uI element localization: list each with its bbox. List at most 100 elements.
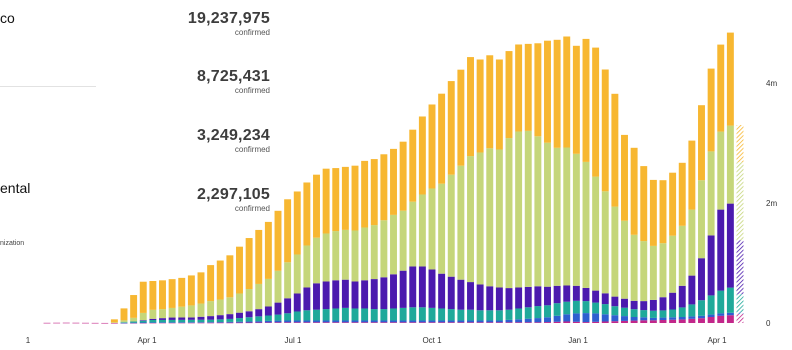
bar-segment: [707, 151, 715, 236]
bar-segment: [678, 162, 686, 226]
x-tick-label: Jul 1: [285, 336, 302, 345]
bar-segment: [418, 194, 426, 267]
bar-segment: [582, 313, 590, 323]
bar-segment: [255, 322, 263, 324]
bar-segment: [534, 136, 542, 287]
bar-segment: [544, 40, 551, 143]
bar-segment: [264, 320, 272, 323]
bar-segment: [515, 44, 523, 132]
bar-segment: [341, 320, 349, 323]
bar-segment: [476, 284, 484, 311]
bar-segment: [495, 149, 503, 288]
x-tick-label: 1: [26, 336, 31, 345]
bar-segment: [572, 45, 580, 154]
bar-segment: [544, 317, 551, 323]
bar-segment: [409, 320, 417, 323]
stat-value: 8,725,431: [197, 68, 270, 85]
bar-segment: [351, 320, 359, 323]
bar-segment: [515, 319, 523, 323]
bar-segment: [476, 310, 484, 321]
bar-segment: [717, 315, 725, 323]
bar-segment: [303, 322, 311, 323]
bar-segment: [524, 286, 532, 308]
bar-segment: [688, 209, 696, 276]
bar-segment: [418, 307, 426, 321]
bar-segment: [418, 266, 426, 308]
bar-segment: [467, 57, 474, 157]
bar-segment: [226, 255, 234, 298]
bar-segment: [438, 308, 446, 321]
bar-segment: [159, 319, 166, 323]
bar-segment: [390, 322, 397, 323]
bar-segment: [505, 309, 513, 320]
bar-segment: [264, 322, 272, 323]
bar-segment: [698, 105, 705, 181]
bar-segment: [582, 287, 590, 302]
bar-segment: [534, 43, 542, 137]
x-tick-label: Apr 1: [137, 336, 157, 345]
bar-segment: [678, 307, 686, 317]
bar-segment: [717, 313, 725, 316]
bar-segment: [659, 310, 667, 318]
bar-segment: [322, 233, 330, 282]
bar-segment: [226, 314, 234, 319]
bar-segment: [447, 276, 455, 310]
bar-segment: [207, 265, 215, 302]
bar-segment: [447, 309, 455, 321]
bar-segment: [380, 220, 388, 278]
bar-segment: [351, 230, 359, 282]
bar-segment: [553, 321, 561, 323]
bar-segment: [544, 142, 551, 287]
bar-segment: [216, 315, 224, 320]
bar-segment: [207, 322, 215, 323]
bar-segment: [640, 317, 648, 321]
bar-segment: [447, 320, 455, 323]
bar-segment: [322, 320, 330, 323]
bar-segment: [187, 319, 195, 323]
bar-segment: [130, 322, 138, 324]
bar-segment: [332, 231, 340, 281]
stat-block-1: 19,237,975 confirmed: [150, 10, 270, 37]
bar-segment: [688, 275, 696, 305]
bar-segment: [582, 38, 590, 162]
bar-segment: [736, 125, 744, 163]
bar-segment: [390, 308, 397, 321]
bar-segment: [553, 147, 561, 286]
bar-segment: [707, 68, 715, 152]
bar-segment: [159, 322, 166, 324]
bar-segment: [544, 305, 551, 318]
bar-segment: [726, 287, 734, 313]
bar-segment: [168, 307, 176, 318]
bar-segment: [640, 166, 648, 242]
bar-segment: [457, 279, 465, 310]
bar-segment: [332, 308, 340, 321]
bar-segment: [649, 310, 657, 318]
bar-segment: [303, 245, 311, 288]
bar-segment: [486, 310, 494, 321]
bar-segment: [139, 320, 147, 321]
bar-segment: [515, 322, 523, 323]
bar-segment: [82, 322, 89, 324]
bar-segment: [736, 314, 744, 323]
bar-segment: [707, 314, 715, 317]
bar-segment: [659, 320, 667, 323]
bar-segment: [717, 209, 725, 291]
bar-segment: [399, 141, 407, 211]
bar-segment: [313, 320, 320, 323]
bar-segment: [409, 129, 417, 202]
bar-segment: [341, 307, 349, 321]
bar-segment: [553, 303, 561, 316]
bar-segment: [390, 148, 397, 215]
bar-segment: [640, 320, 648, 323]
bar-segment: [284, 298, 292, 314]
stat-label: confirmed: [234, 86, 270, 95]
bar-segment: [592, 47, 600, 177]
bar-segment: [428, 307, 436, 321]
bar-segment: [264, 315, 272, 321]
bar-segment: [264, 278, 272, 307]
bar-segment: [698, 315, 705, 319]
bar-segment: [582, 161, 590, 288]
bar-segment: [313, 309, 320, 321]
bar-segment: [534, 286, 542, 307]
bar-segment: [274, 210, 282, 271]
